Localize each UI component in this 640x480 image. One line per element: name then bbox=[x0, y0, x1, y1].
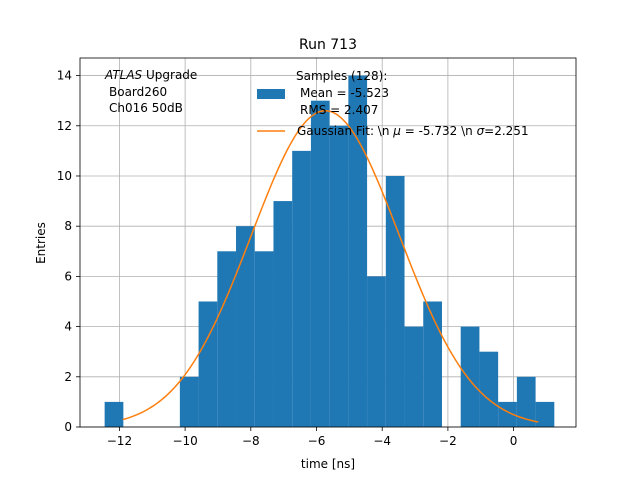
y-axis-ticks: 0 2 4 6 8 10 12 14 bbox=[57, 69, 80, 434]
legend-histogram-name: Samples (128): bbox=[296, 69, 387, 83]
legend-fit-mu-symbol: μ bbox=[392, 124, 401, 138]
legend-fit-label: Gaussian Fit: \n μ = -5.732 \n σ=2.251 bbox=[297, 124, 529, 138]
legend-histogram-rms: RMS = 2.407 bbox=[300, 103, 378, 117]
histogram-bar bbox=[385, 175, 405, 427]
annotation-line-3: Ch016 50dB bbox=[109, 101, 183, 115]
plot-frame bbox=[79, 57, 577, 428]
atlas-annotation: ATLAS Upgrade Board260 Ch016 50dB bbox=[104, 68, 197, 115]
histogram-bar bbox=[254, 251, 274, 427]
legend-histogram-mean: Mean = -5.523 bbox=[300, 86, 389, 100]
y-tick-label: 2 bbox=[64, 370, 72, 384]
y-tick-label: 14 bbox=[57, 69, 72, 83]
histogram-bar bbox=[292, 150, 311, 427]
histogram-bar bbox=[104, 401, 124, 427]
histogram-bar bbox=[217, 251, 237, 427]
histogram-bar bbox=[460, 326, 480, 427]
histogram-bar bbox=[423, 301, 442, 427]
histogram-bar bbox=[404, 326, 424, 427]
x-tick-label: −2 bbox=[439, 434, 457, 448]
x-tick-label: −12 bbox=[107, 434, 132, 448]
annotation-line-1: ATLAS Upgrade bbox=[104, 68, 197, 82]
annotation-line-2: Board260 bbox=[109, 85, 167, 99]
chart-title: Run 713 bbox=[299, 37, 357, 53]
histogram-bar bbox=[310, 100, 330, 428]
histogram-bar bbox=[348, 75, 368, 428]
histogram-bar bbox=[198, 301, 218, 427]
x-tick-label: 0 bbox=[510, 434, 518, 448]
y-tick-label: 8 bbox=[64, 219, 72, 233]
histogram-bar bbox=[498, 401, 517, 427]
histogram-bar bbox=[535, 401, 555, 427]
x-axis-ticks: −12 −10 −8 −6 −4 −2 0 bbox=[107, 427, 518, 448]
histogram-bar bbox=[479, 351, 499, 427]
annotation-atlas: ATLAS bbox=[104, 68, 143, 82]
x-tick-label: −10 bbox=[172, 434, 197, 448]
histogram-bar bbox=[516, 376, 536, 427]
histogram-bar bbox=[329, 125, 349, 427]
histogram-bar bbox=[273, 201, 293, 427]
y-tick-label: 4 bbox=[64, 320, 72, 334]
x-tick-label: −4 bbox=[373, 434, 391, 448]
x-tick-label: −8 bbox=[242, 434, 260, 448]
gaussian-fit-curve bbox=[122, 109, 539, 423]
legend-fit-mu-value: = -5.732 \n bbox=[401, 124, 477, 138]
y-tick-label: 12 bbox=[57, 119, 72, 133]
x-tick-label: −6 bbox=[308, 434, 326, 448]
legend-fit-sigma-symbol: σ bbox=[477, 124, 485, 138]
legend-fit-prefix: Gaussian Fit: \n bbox=[297, 124, 393, 138]
annotation-upgrade: Upgrade bbox=[142, 68, 197, 82]
histogram-bar bbox=[179, 376, 199, 427]
y-axis-label: Entries bbox=[34, 222, 48, 264]
legend-histogram-swatch bbox=[257, 89, 285, 99]
y-tick-label: 10 bbox=[57, 169, 72, 183]
legend: Samples (128): Mean = -5.523 RMS = 2.407… bbox=[257, 69, 529, 138]
x-axis-label: time [ns] bbox=[301, 457, 355, 471]
legend-fit-sigma-value: =2.251 bbox=[484, 124, 528, 138]
histogram-bar bbox=[367, 276, 386, 427]
y-tick-label: 0 bbox=[64, 420, 72, 434]
histogram-bar bbox=[236, 226, 255, 427]
y-tick-label: 6 bbox=[64, 269, 72, 283]
